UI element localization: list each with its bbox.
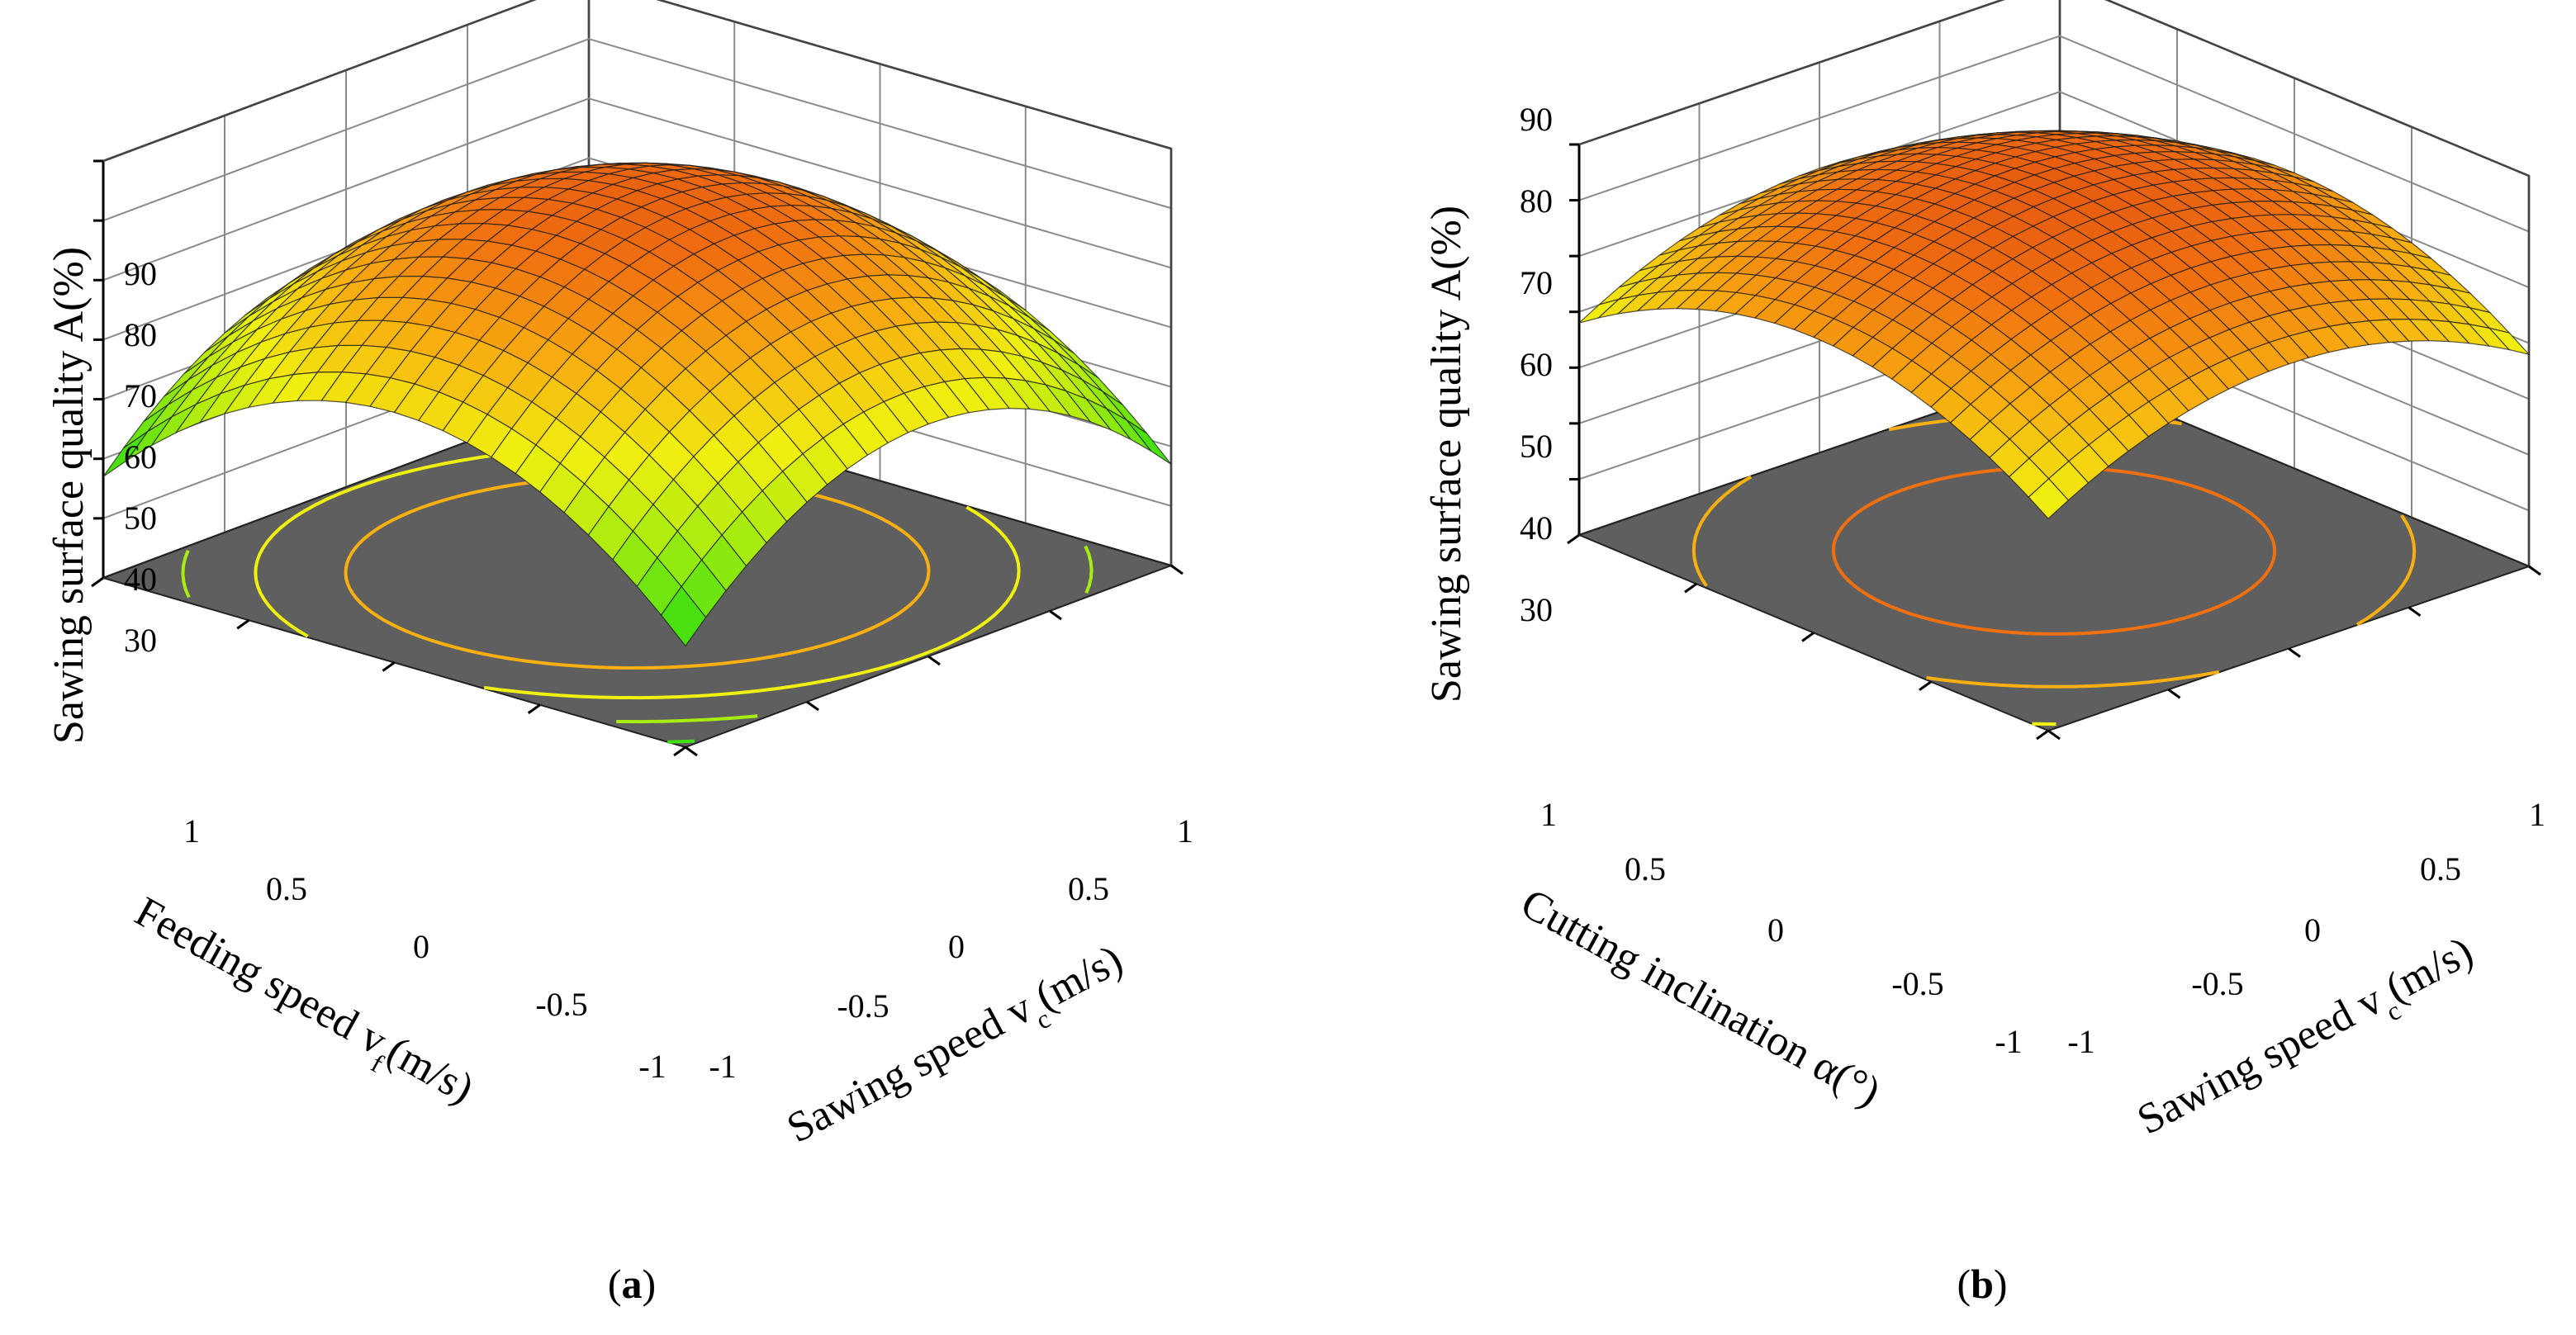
b-contour-70	[2355, 514, 2417, 627]
b-z-tick-90: 90	[1520, 101, 1553, 138]
b-right-tickmark-0	[2047, 729, 2061, 741]
a-right-tick--0.5: -0.5	[837, 987, 889, 1025]
a-contour-50	[181, 549, 191, 599]
b-z-tick-40: 40	[1520, 509, 1553, 547]
a-left-tick--1: -1	[638, 1048, 666, 1085]
b-z-tick-60: 60	[1520, 346, 1553, 383]
a-z-gridline-6	[102, 0, 1172, 162]
a-z-tick-50: 50	[124, 499, 157, 537]
a-z-tick-30: 30	[124, 622, 157, 659]
a-z-tick-40: 40	[124, 561, 157, 598]
b-contour-70	[1691, 475, 1753, 587]
a-contour-60	[254, 487, 353, 638]
b-left-axis-label: Cutting inclination α(°)	[1513, 880, 1888, 1116]
a-surface-cell-298	[1126, 419, 1172, 465]
b-z-tick-50: 50	[1520, 428, 1553, 465]
a-surface-cell-575	[660, 585, 707, 647]
b-left-tick-1: 1	[1540, 796, 1557, 833]
b-left-tickmark-1	[1684, 583, 1697, 594]
a-left-tick--0.5: -0.5	[535, 986, 587, 1023]
a-left-tick-0.5: 0.5	[266, 870, 307, 907]
b-z-gridline-5	[1578, 35, 2530, 233]
a-left-tick-0: 0	[413, 928, 429, 965]
panel-b-chart: 30 40 50 60 70 80 90 1 0.5 0 -0.5 -1 -1 …	[1423, 0, 2545, 1307]
a-left-tickmark-1	[236, 619, 250, 630]
a-z-gridline-3	[102, 157, 1172, 341]
b-left-tickmark-3	[1919, 680, 1932, 691]
a-right-tickmark-4	[1170, 564, 1184, 575]
a-left-tickmark-3	[527, 703, 541, 714]
b-left-tick-0.5: 0.5	[1625, 850, 1666, 888]
b-top-edge	[1578, 0, 2530, 178]
b-right-tick-0: 0	[2304, 911, 2321, 949]
a-right-axis-label: Sawing speed vc(m/s)	[780, 936, 1136, 1162]
b-z-tick-30: 30	[1520, 591, 1553, 628]
a-right-tick--1: -1	[709, 1048, 736, 1085]
b-left-tick-0: 0	[1767, 911, 1784, 949]
b-left-tick--0.5: -0.5	[1891, 965, 1943, 1002]
b-right-tick--0.5: -0.5	[2191, 965, 2243, 1002]
a-left-tickmark-4	[673, 746, 686, 757]
b-contour-70	[1926, 670, 2220, 689]
a-contour-40	[667, 739, 695, 744]
b-right-tickmark-4	[2528, 565, 2541, 576]
b-z-tick-70: 70	[1520, 264, 1553, 301]
a-contour-60	[483, 505, 1021, 700]
a-right-tick-0.5: 0.5	[1068, 870, 1109, 907]
b-left-tick--1: -1	[1995, 1023, 2022, 1060]
a-contour-50	[616, 714, 758, 724]
a-z-gridline-4	[102, 97, 1172, 282]
a-top-edge	[102, 0, 1172, 163]
b-right-tickmark-3	[2408, 606, 2422, 617]
panel-a-chart: 30 40 50 60 70 80 90 1 0.5 0 -0.5 -1 -1 …	[45, 0, 1193, 1307]
a-right-tickmark-3	[1049, 609, 1062, 621]
b-right-axis-label: Sawing speed vc(m/s)	[2130, 928, 2486, 1153]
a-z-axis-label: Sawing surface quality A(%)	[45, 247, 93, 744]
a-right-tickmark-1	[806, 700, 819, 712]
b-surface-cell-575	[2028, 477, 2070, 520]
a-z-tick-60: 60	[124, 438, 157, 476]
b-left-tickmark-4	[2036, 729, 2049, 741]
a-z-tick-80: 80	[124, 316, 157, 353]
b-right-tick-0.5: 0.5	[2420, 850, 2461, 888]
b-z-tick-80: 80	[1520, 182, 1553, 220]
b-right-tick-1: 1	[2529, 796, 2545, 833]
a-z-tick-70: 70	[124, 377, 157, 414]
a-right-tickmark-2	[927, 655, 941, 666]
a-right-tickmark-0	[685, 746, 698, 757]
a-z-gridline-5	[102, 38, 1172, 222]
a-left-tickmark-0	[91, 576, 104, 588]
b-right-tickmark-1	[2167, 689, 2181, 699]
a-contour-50	[1084, 545, 1093, 594]
b-contour-80	[1831, 466, 2277, 636]
b-panel-label: (b)	[1957, 1261, 2007, 1307]
a-left-tickmark-2	[382, 661, 396, 672]
a-panel-label: (a)	[608, 1261, 656, 1307]
b-left-tickmark-2	[1801, 632, 1815, 642]
b-z-axis-label: Sawing surface quality A(%)	[1423, 206, 1470, 703]
a-z-tick-90: 90	[124, 255, 157, 292]
a-left-tick-1: 1	[183, 812, 200, 850]
a-left-axis-label: Feeding speed vf(m/s)	[122, 888, 482, 1122]
b-left-tickmark-0	[1567, 533, 1580, 545]
a-right-tick-1: 1	[1177, 812, 1193, 850]
b-right-tick--1: -1	[2067, 1023, 2094, 1060]
b-right-tickmark-2	[2288, 647, 2301, 658]
a-right-tick-0: 0	[948, 928, 965, 965]
